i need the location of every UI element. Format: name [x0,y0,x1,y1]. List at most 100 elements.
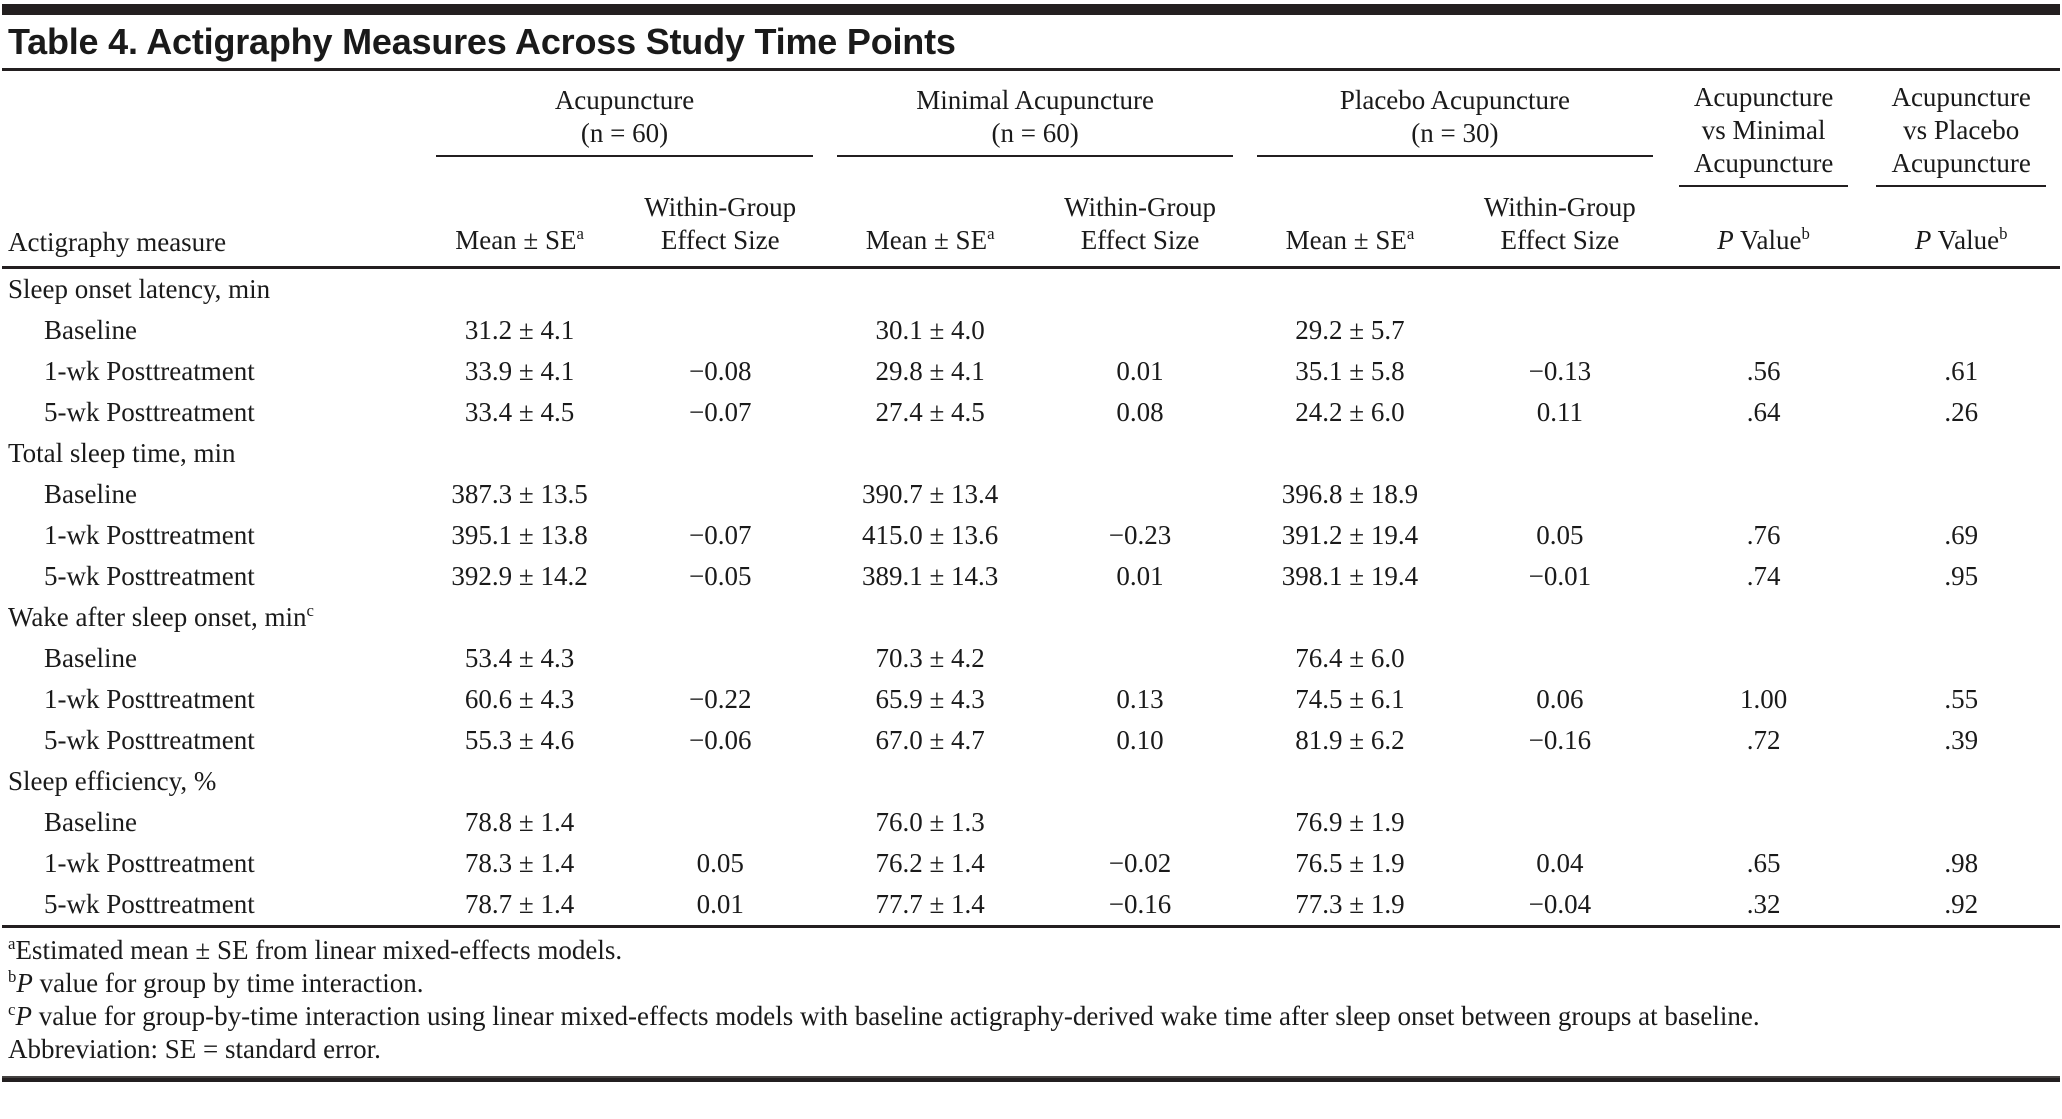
footnote-c: cP value for group-by-time interaction u… [8,1000,2054,1033]
p-symbol: P [16,968,33,998]
table-cell: 31.2 ± 4.1 [464,315,575,345]
footnote-b: bP value for group by time interaction. [8,967,2054,1000]
table-cell: 398.1 ± 19.4 [1281,561,1419,591]
table-cell: 391.2 ± 19.4 [1281,520,1419,550]
col-header-mean-se: Mean ± SEa [423,187,616,269]
group-label: Acupuncture vs Placebo Acupuncture [1876,71,2046,187]
row-label: 5-wk Posttreatment [44,397,255,427]
table-cell [1665,474,1863,515]
table-row: 5-wk Posttreatment 392.9 ± 14.2 −0.05 389.1… [2,556,2060,597]
group-header-minimal-acupuncture: Minimal Acupuncture (n = 60) [825,71,1245,187]
table-cell: −0.02 [1108,848,1172,878]
col-header-effect-size: Within-Group Effect Size [615,187,826,269]
row-label: 1-wk Posttreatment [44,848,255,878]
table-cell: .26 [1944,397,1979,427]
section-label: Wake after sleep onset, minc [8,601,314,632]
row-label: 1-wk Posttreatment [44,684,255,714]
group-label-line: (n = 60) [580,118,669,148]
p-symbol: P [15,1001,32,1031]
p-symbol: P [1717,225,1734,255]
col-header-line: Within-Group [1064,192,1216,222]
title-rule [2,68,2060,71]
table-row: 1-wk Posttreatment 78.3 ± 1.4 0.05 76.2 ± 1… [2,843,2060,884]
table-row: 5-wk Posttreatment 55.3 ± 4.6 −0.06 67.0 ± … [2,720,2060,761]
table-cell: 55.3 ± 4.6 [464,725,575,755]
col-header-text: Value [1733,225,1802,255]
table-cell: .92 [1944,889,1979,919]
footnote-marker: b [1801,224,1810,243]
table-cell: −0.07 [688,397,752,427]
group-header-row: Actigraphy measure Acupuncture (n = 60) … [2,71,2060,269]
table-cell: 0.10 [1116,725,1164,755]
table-cell: −0.16 [1108,889,1172,919]
table-cell: 0.08 [1116,397,1164,427]
table-body: Sleep onset latency, min Baseline 31.2 ± 4… [2,268,2060,927]
table-cell: 392.9 ± 14.2 [451,561,588,591]
table-cell: .64 [1746,397,1781,427]
table-cell [1035,802,1245,843]
table-cell [1455,310,1665,351]
actigraphy-table: Actigraphy measure Acupuncture (n = 60) … [2,71,2060,928]
section-header-row: Sleep efficiency, % [2,761,2060,802]
table-cell [1862,638,2060,679]
table-cell: 396.8 ± 18.9 [1281,479,1419,509]
table-cell: −0.16 [1528,725,1592,755]
table-cell [1455,802,1665,843]
table-cell: 78.8 ± 1.4 [464,807,575,837]
col-header-text: Value [1931,225,2000,255]
table-cell: 33.4 ± 4.5 [464,397,575,427]
table-row: 5-wk Posttreatment 33.4 ± 4.5 −0.07 27.4 ± … [2,392,2060,433]
table-cell [1455,474,1665,515]
col-header-mean-se: Mean ± SEa [1245,187,1455,269]
table-cell: .32 [1746,889,1781,919]
col-header-text: Mean ± SE [1285,225,1407,255]
section-label: Sleep efficiency, % [8,766,217,796]
table-cell: 0.01 [1116,561,1164,591]
footnote-text: Abbreviation: SE = standard error. [8,1034,381,1064]
table-cell: 387.3 ± 13.5 [451,479,588,509]
section-header-row: Sleep onset latency, min [2,268,2060,311]
footnote-marker: a [1406,224,1415,243]
table-cell: 76.2 ± 1.4 [875,848,985,878]
column-header-row: Mean ± SEa Within-Group Effect Size Mean… [2,187,2060,269]
group-header-acu-vs-minimal: Acupuncture vs Minimal Acupuncture [1665,71,1863,187]
table-cell [1862,310,2060,351]
table-cell [1035,474,1245,515]
group-label-line: Acupuncture [554,85,695,115]
table-cell: 27.4 ± 4.5 [875,397,985,427]
row-label: Baseline [44,479,137,509]
table-cell: 77.7 ± 1.4 [875,889,985,919]
section-label: Sleep onset latency, min [8,274,271,304]
table-cell: 0.05 [696,848,744,878]
col-header-line: Effect Size [1500,225,1620,255]
footnote-marker: b [1999,224,2008,243]
table-row: Baseline 387.3 ± 13.5 390.7 ± 13.4 396.8 ± … [2,474,2060,515]
table-title: Table 4. Actigraphy Measures Across Stud… [8,21,956,62]
col-header-effect-size: Within-Group Effect Size [1454,187,1665,269]
bottom-double-rule [2,1076,2060,1082]
footnote-marker: c [8,1000,16,1019]
col-header-effect-size: Within-Group Effect Size [1035,187,1245,269]
group-label-line: Acupuncture [1693,148,1834,178]
table-cell: 33.9 ± 4.1 [464,356,575,386]
table-cell: 24.2 ± 6.0 [1295,397,1405,427]
table-cell: −0.23 [1108,520,1172,550]
table-cell: −0.01 [1528,561,1592,591]
group-label-line: Acupuncture [1891,148,2031,178]
table-cell: 415.0 ± 13.6 [861,520,999,550]
footnotes: aEstimated mean ± SE from linear mixed-e… [2,928,2060,1066]
col-header-line: Within-Group [644,192,797,222]
table-cell: 77.3 ± 1.9 [1295,889,1405,919]
table-cell: 76.5 ± 1.9 [1295,848,1405,878]
table-cell: 0.05 [1536,520,1584,550]
row-label: Baseline [44,643,137,673]
table-cell: 0.13 [1116,684,1164,714]
row-label: 5-wk Posttreatment [44,889,255,919]
footnote-text: value for group by time interaction. [32,968,424,998]
table-cell: .72 [1746,725,1781,755]
row-label: 1-wk Posttreatment [44,520,255,550]
table-row: Baseline 31.2 ± 4.1 30.1 ± 4.0 29.2 ± 5.7 [2,310,2060,351]
abbreviation-note: Abbreviation: SE = standard error. [8,1033,2054,1066]
col-header-p-value: P Valueb [1862,187,2060,269]
col-header-line: Effect Size [1080,225,1200,255]
